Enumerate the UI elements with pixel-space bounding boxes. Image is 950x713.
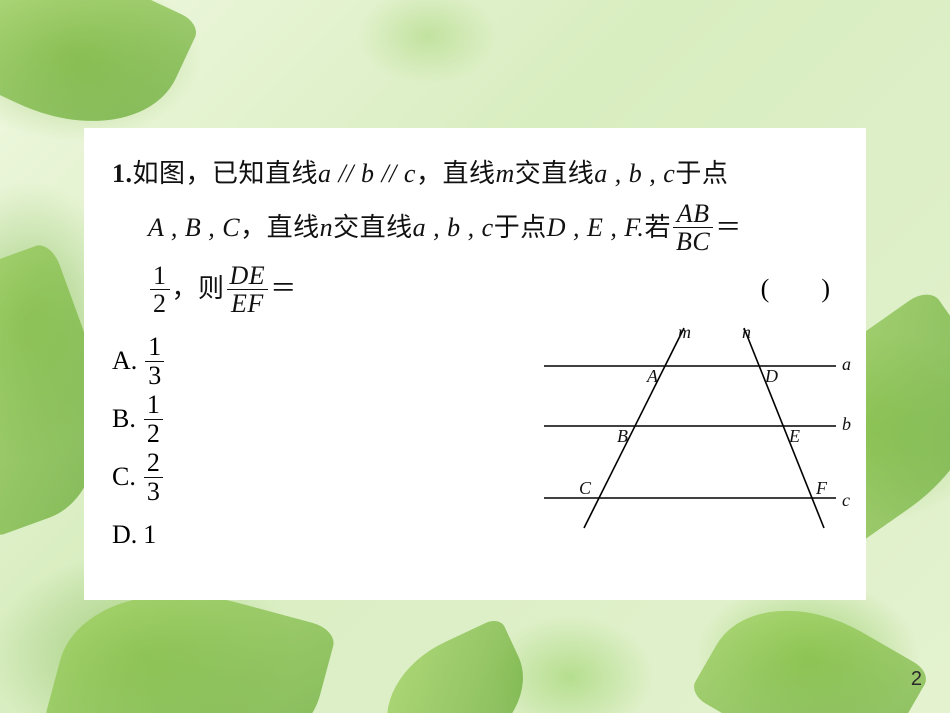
svg-text:B: B [617,426,628,446]
question-card: 1. 如图，已知直线 a // b // c ，直线 m 交直线 a , b ,… [84,128,866,600]
question-text: 1. 如图，已知直线 a // b // c ，直线 m 交直线 a , b ,… [112,148,838,317]
option-a: A. 1 3 [112,332,166,390]
fraction-de-ef: DE EF [227,262,269,318]
option-c: C. 2 3 [112,448,166,506]
svg-text:E: E [788,426,800,446]
svg-text:F: F [815,478,828,498]
svg-text:c: c [842,490,850,510]
option-b: B. 1 2 [112,390,166,448]
answer-options: A. 1 3 B. 1 2 C. 2 3 D. 1 [112,332,166,564]
svg-text:b: b [842,414,851,434]
svg-text:D: D [764,366,778,386]
fraction-half: 1 2 [150,262,170,318]
page-number: 2 [911,668,922,691]
svg-text:a: a [842,354,851,374]
question-number: 1. [112,148,133,200]
fraction-ab-bc: AB BC [673,200,713,256]
svg-text:C: C [579,478,592,498]
svg-text:A: A [646,366,659,386]
svg-text:m: m [678,322,691,342]
geometry-figure: a b c m n A B C D E F [514,318,854,548]
answer-blank: ( ) [761,268,830,305]
option-d: D. 1 [112,506,166,564]
svg-text:n: n [742,322,751,342]
